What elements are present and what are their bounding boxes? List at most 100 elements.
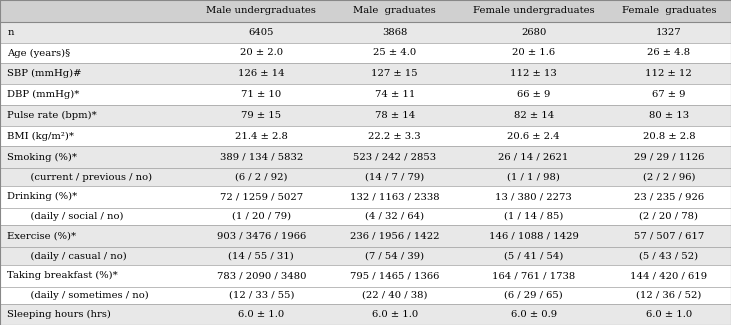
Text: (22 / 40 / 38): (22 / 40 / 38) <box>362 291 428 300</box>
Text: 6.0 ± 1.0: 6.0 ± 1.0 <box>238 310 284 319</box>
Bar <box>607 208 731 225</box>
Bar <box>329 0 461 22</box>
Text: Female  graduates: Female graduates <box>621 6 716 15</box>
Bar <box>329 247 461 265</box>
Bar <box>329 186 461 208</box>
Text: 21.4 ± 2.8: 21.4 ± 2.8 <box>235 132 288 140</box>
Bar <box>607 22 731 43</box>
Bar <box>194 225 329 247</box>
Bar <box>329 43 461 63</box>
Text: 164 / 761 / 1738: 164 / 761 / 1738 <box>492 271 575 280</box>
Text: 26 ± 4.8: 26 ± 4.8 <box>648 48 690 58</box>
Text: 523 / 242 / 2853: 523 / 242 / 2853 <box>353 153 436 162</box>
Bar <box>607 168 731 186</box>
Text: Pulse rate (bpm)*: Pulse rate (bpm)* <box>7 111 97 120</box>
Bar <box>194 304 329 325</box>
Text: 82 ± 14: 82 ± 14 <box>513 111 554 120</box>
Text: (daily / social / no): (daily / social / no) <box>18 212 124 221</box>
Text: Taking breakfast (%)*: Taking breakfast (%)* <box>7 271 118 280</box>
Text: 783 / 2090 / 3480: 783 / 2090 / 3480 <box>216 271 306 280</box>
Bar <box>194 63 329 84</box>
Bar <box>461 22 607 43</box>
Text: (daily / casual / no): (daily / casual / no) <box>18 252 127 261</box>
Text: (1 / 1 / 98): (1 / 1 / 98) <box>507 173 560 182</box>
Text: 20 ± 2.0: 20 ± 2.0 <box>240 48 283 58</box>
Bar <box>329 63 461 84</box>
Text: (14 / 55 / 31): (14 / 55 / 31) <box>229 252 294 260</box>
Text: 66 ± 9: 66 ± 9 <box>517 90 550 99</box>
Bar <box>329 287 461 304</box>
Bar <box>461 126 607 146</box>
Text: 6405: 6405 <box>249 28 274 37</box>
Bar <box>607 304 731 325</box>
Bar <box>461 168 607 186</box>
Bar <box>329 225 461 247</box>
Text: SBP (mmHg)#: SBP (mmHg)# <box>7 69 82 78</box>
Text: 146 / 1088 / 1429: 146 / 1088 / 1429 <box>489 232 578 241</box>
Bar <box>461 208 607 225</box>
Bar <box>0 22 194 43</box>
Bar <box>461 63 607 84</box>
Bar <box>0 304 194 325</box>
Text: 72 / 1259 / 5027: 72 / 1259 / 5027 <box>220 192 303 201</box>
Bar <box>194 265 329 287</box>
Bar <box>0 247 194 265</box>
Bar <box>329 84 461 105</box>
Text: 23 / 235 / 926: 23 / 235 / 926 <box>634 192 704 201</box>
Text: (4 / 32 / 64): (4 / 32 / 64) <box>366 212 424 221</box>
Text: 22.2 ± 3.3: 22.2 ± 3.3 <box>368 132 421 140</box>
Bar <box>461 265 607 287</box>
Bar <box>194 146 329 168</box>
Text: DBP (mmHg)*: DBP (mmHg)* <box>7 90 80 99</box>
Text: 126 ± 14: 126 ± 14 <box>238 69 284 78</box>
Text: (5 / 43 / 52): (5 / 43 / 52) <box>640 252 698 260</box>
Bar <box>607 126 731 146</box>
Bar <box>329 265 461 287</box>
Text: (14 / 7 / 79): (14 / 7 / 79) <box>365 173 425 182</box>
Text: Age (years)§: Age (years)§ <box>7 48 71 58</box>
Text: (12 / 36 / 52): (12 / 36 / 52) <box>636 291 702 300</box>
Bar <box>607 105 731 126</box>
Bar <box>607 63 731 84</box>
Bar <box>0 146 194 168</box>
Bar <box>194 126 329 146</box>
Bar <box>194 84 329 105</box>
Bar <box>607 265 731 287</box>
Bar <box>461 287 607 304</box>
Text: Male  graduates: Male graduates <box>353 6 436 15</box>
Text: (1 / 14 / 85): (1 / 14 / 85) <box>504 212 564 221</box>
Bar <box>194 186 329 208</box>
Bar <box>461 0 607 22</box>
Text: 1327: 1327 <box>656 28 682 37</box>
Text: 144 / 420 / 619: 144 / 420 / 619 <box>630 271 708 280</box>
Bar <box>607 84 731 105</box>
Text: 389 / 134 / 5832: 389 / 134 / 5832 <box>220 153 303 162</box>
Text: 67 ± 9: 67 ± 9 <box>652 90 686 99</box>
Text: Exercise (%)*: Exercise (%)* <box>7 232 77 241</box>
Text: 25 ± 4.0: 25 ± 4.0 <box>373 48 417 58</box>
Bar <box>194 287 329 304</box>
Bar <box>329 304 461 325</box>
Text: Female undergraduates: Female undergraduates <box>473 6 594 15</box>
Text: 6.0 ± 1.0: 6.0 ± 1.0 <box>371 310 418 319</box>
Text: (6 / 2 / 92): (6 / 2 / 92) <box>235 173 287 182</box>
Text: 2680: 2680 <box>521 28 546 37</box>
Bar <box>194 0 329 22</box>
Bar <box>607 43 731 63</box>
Text: 79 ± 15: 79 ± 15 <box>241 111 281 120</box>
Bar <box>0 0 194 22</box>
Text: 6.0 ± 1.0: 6.0 ± 1.0 <box>645 310 692 319</box>
Bar <box>607 186 731 208</box>
Bar <box>607 287 731 304</box>
Bar <box>461 105 607 126</box>
Text: 57 / 507 / 617: 57 / 507 / 617 <box>634 232 704 241</box>
Bar <box>461 84 607 105</box>
Text: 903 / 3476 / 1966: 903 / 3476 / 1966 <box>216 232 306 241</box>
Text: (7 / 54 / 39): (7 / 54 / 39) <box>366 252 424 260</box>
Text: 20.8 ± 2.8: 20.8 ± 2.8 <box>643 132 695 140</box>
Bar <box>194 208 329 225</box>
Text: n: n <box>7 28 14 37</box>
Text: 20 ± 1.6: 20 ± 1.6 <box>512 48 555 58</box>
Text: 6.0 ± 0.9: 6.0 ± 0.9 <box>510 310 557 319</box>
Bar <box>607 146 731 168</box>
